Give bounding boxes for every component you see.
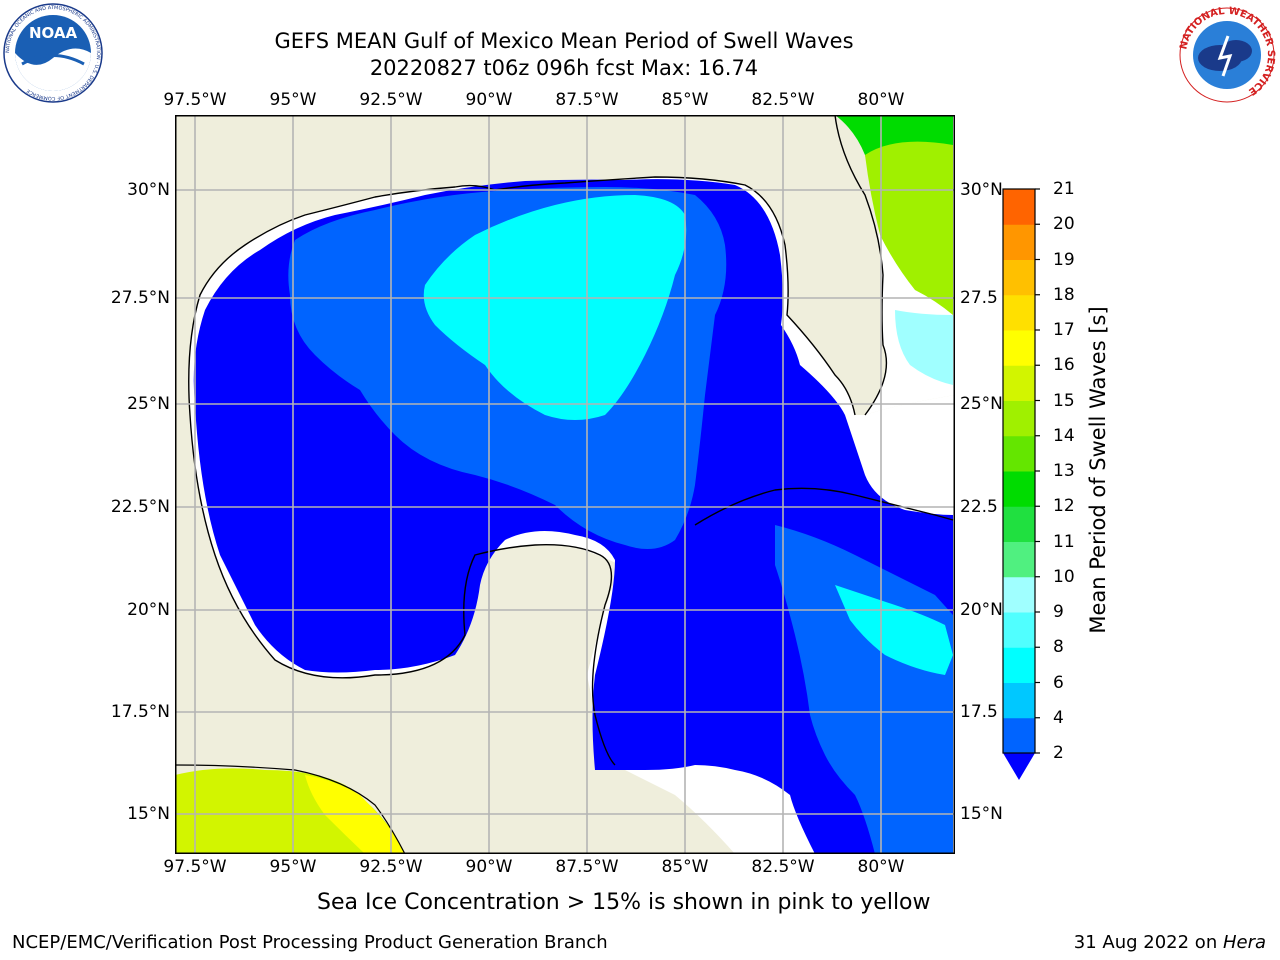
- florida-coastline: [834, 115, 888, 416]
- colorbar-tick-label: 14: [1053, 425, 1075, 446]
- map-panel: [175, 115, 955, 854]
- colorbar-band: [1003, 330, 1035, 366]
- lat-label-left: 25°N: [127, 394, 170, 414]
- colorbar-band: [1003, 189, 1035, 225]
- plot-title: GEFS MEAN Gulf of Mexico Mean Period of …: [274, 29, 854, 53]
- colorbar-band: [1003, 400, 1035, 437]
- lon-label-top: 97.5°W: [163, 90, 227, 110]
- lon-label-top: 85°W: [661, 90, 709, 110]
- lat-label-right: 15°N: [960, 804, 1003, 824]
- lat-label-right: 27.5: [960, 288, 998, 308]
- colorbar-title: Mean Period of Swell Waves [s]: [1086, 306, 1110, 634]
- colorbar-band: [1003, 717, 1035, 754]
- lat-label-right: 17.5: [960, 702, 998, 722]
- colorbar-band: [1003, 294, 1035, 331]
- colorbar-band: [1003, 647, 1035, 683]
- colorbar-tick-label: 19: [1053, 249, 1075, 270]
- colorbar-band: [1003, 365, 1035, 401]
- noaa-logo-text: NOAA: [29, 24, 78, 42]
- colorbar-tick-label: 4: [1053, 707, 1064, 728]
- colorbar-tick-label: 10: [1053, 566, 1075, 587]
- lat-label-left: 22.5°N: [110, 497, 170, 517]
- colorbar-band: [1003, 576, 1035, 613]
- colorbar-extend-arrow: [1003, 753, 1035, 780]
- footer-date-text: 31 Aug 2022 on: [1073, 932, 1223, 953]
- lon-label-top: 95°W: [269, 90, 317, 110]
- graticule: [175, 115, 955, 854]
- colorbar-band: [1003, 682, 1035, 719]
- nws-logo: NATIONAL WEATHER SERVICE: [1178, 6, 1276, 103]
- lat-label-left: 20°N: [127, 600, 170, 620]
- footer-host: Hera: [1222, 932, 1266, 953]
- colorbar-tick-label: 21: [1053, 179, 1075, 199]
- footer-date: 31 Aug 2022 on Hera: [1074, 932, 1266, 953]
- plot-subtitle: 20220827 t06z 096h fcst Max: 16.74: [369, 56, 759, 80]
- noaa-logo: NOAA NATIONAL OCEANIC AND ATMOSPHERIC AD…: [3, 3, 103, 103]
- colorbar-band: [1003, 435, 1035, 472]
- lon-label-bottom: 87.5°W: [555, 857, 619, 877]
- lat-label-right: 25°N: [960, 394, 1003, 414]
- colorbar: [1002, 188, 1040, 780]
- lat-label-left: 17.5°N: [110, 702, 170, 722]
- lat-label-right: 22.5: [960, 497, 998, 517]
- lat-label-left: 30°N: [127, 180, 170, 200]
- map-frame: [175, 115, 955, 854]
- colorbar-band: [1003, 259, 1035, 296]
- mexico-coastline: [189, 414, 616, 766]
- lon-label-bottom: 80°W: [857, 857, 905, 877]
- colorbar-tick-label: 2: [1053, 743, 1064, 763]
- colorbar-tick-label: 12: [1053, 496, 1075, 517]
- lat-label-right: 20°N: [960, 600, 1003, 620]
- colorbar-band: [1003, 541, 1035, 578]
- lon-label-top: 87.5°W: [555, 90, 619, 110]
- lon-label-bottom: 85°W: [661, 857, 709, 877]
- lon-label-bottom: 92.5°W: [359, 857, 423, 877]
- lon-label-bottom: 95°W: [269, 857, 317, 877]
- colorbar-tick-label: 8: [1053, 637, 1064, 658]
- lon-label-bottom: 97.5°W: [163, 857, 227, 877]
- sea-ice-note: Sea Ice Concentration > 15% is shown in …: [317, 890, 931, 915]
- colorbar-tick-label: 17: [1053, 320, 1075, 340]
- lon-label-bottom: 90°W: [465, 857, 513, 877]
- colorbar-band: [1003, 612, 1035, 648]
- lat-label-right: 30°N: [960, 180, 1003, 200]
- colorbar-band: [1003, 471, 1035, 507]
- colorbar-tick-label: 6: [1053, 672, 1064, 693]
- pacific-coastline: [175, 764, 406, 854]
- colorbar-tick-label: 15: [1053, 390, 1075, 411]
- colorbar-tick-label: 9: [1053, 602, 1064, 622]
- footer-credit: NCEP/EMC/Verification Post Processing Pr…: [12, 932, 608, 953]
- lat-label-left: 15°N: [127, 804, 170, 824]
- colorbar-tick-label: 16: [1053, 355, 1075, 376]
- colorbar-tick-label: 18: [1053, 284, 1075, 305]
- lon-label-top: 90°W: [465, 90, 513, 110]
- lat-label-left: 27.5°N: [110, 288, 170, 308]
- colorbar-tick-label: 13: [1053, 461, 1075, 481]
- colorbar-tick-label: 20: [1053, 214, 1075, 235]
- colorbar-tick-label: 11: [1053, 531, 1075, 552]
- lon-label-top: 82.5°W: [751, 90, 815, 110]
- lon-label-bottom: 82.5°W: [751, 857, 815, 877]
- lon-label-top: 92.5°W: [359, 90, 423, 110]
- colorbar-band: [1003, 224, 1035, 260]
- colorbar-band: [1003, 506, 1035, 542]
- lon-label-top: 80°W: [857, 90, 905, 110]
